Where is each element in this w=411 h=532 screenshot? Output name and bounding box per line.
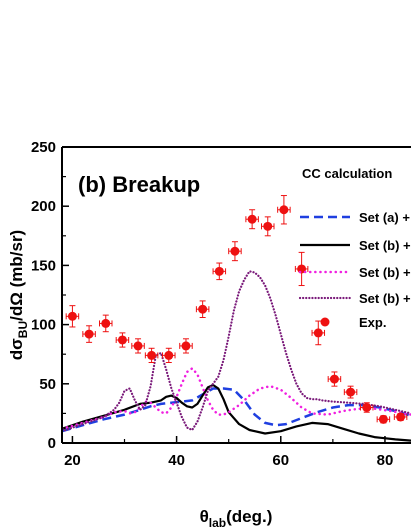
exp-marker [67,311,77,321]
exp-point [65,305,80,328]
exp-marker [181,341,191,351]
exp-marker [313,328,323,338]
y-tick-label: 50 [39,376,56,393]
series-line-3 [62,270,411,433]
exp-point [393,412,408,422]
legend-label-set-b-1: Set (b) + [359,238,411,253]
exp-point [376,414,391,424]
y-tick-label: 0 [48,435,56,452]
legend-swatch-exp [320,317,330,327]
y-tick-label: 250 [31,139,56,156]
exp-marker [84,329,94,339]
exp-marker [247,214,257,224]
exp-point [277,195,291,225]
x-tick-label: 20 [64,452,81,469]
exp-point [311,320,326,346]
legend-label-set-a: Set (a) + [359,210,410,225]
exp-marker [164,350,174,360]
exp-point [212,262,227,281]
exp-marker [117,335,127,345]
x-axis-ticks: 20 40 60 80 [64,436,393,469]
exp-point [144,347,159,363]
exp-marker [133,341,143,351]
exp-marker [346,387,356,397]
exp-point [179,338,193,354]
x-tick-label: 80 [377,452,394,469]
legend-label-set-b-3: Set (b) + [359,291,411,306]
exp-point [131,338,145,354]
x-tick-label: 60 [272,452,289,469]
exp-marker [101,318,111,328]
theory-curves [62,270,411,442]
exp-marker [263,221,273,231]
exp-point [359,402,374,413]
x-tick-label: 40 [168,452,185,469]
exp-marker [279,205,289,215]
exp-point [261,216,275,237]
exp-point [343,385,358,399]
y-tick-label: 150 [31,257,56,274]
legend: CC calculation Set (a) + Set (b) + Set (… [298,166,411,330]
panel-title: (b) Breakup [78,172,200,197]
exp-point [228,241,242,262]
exp-point [294,251,309,287]
exp-point [99,314,113,333]
legend-label-exp: Exp. [359,315,386,330]
experimental-points [65,195,408,424]
exp-marker [230,246,240,256]
exp-point [115,332,130,348]
exp-marker [378,414,388,424]
y-axis-title: dσBU/dΩ (mb/sr) [7,230,30,360]
y-tick-label: 200 [31,198,56,215]
exp-marker [214,266,224,276]
exp-point [195,300,210,318]
exp-point [327,371,342,387]
legend-label-set-b-2: Set (b) + [359,265,411,280]
exp-point [82,325,96,343]
y-axis-ticks: 0 50 100 150 200 250 [31,139,69,452]
series-line-0 [62,387,411,433]
exp-marker [198,304,208,314]
exp-point [162,347,176,363]
exp-marker [329,374,339,384]
exp-point [245,209,259,230]
y-tick-label: 100 [31,317,56,334]
x-axis-title: θlab(deg.) [200,507,273,530]
exp-marker [396,412,406,422]
exp-marker [362,402,372,412]
exp-marker [147,350,157,360]
legend-title: CC calculation [302,166,392,181]
